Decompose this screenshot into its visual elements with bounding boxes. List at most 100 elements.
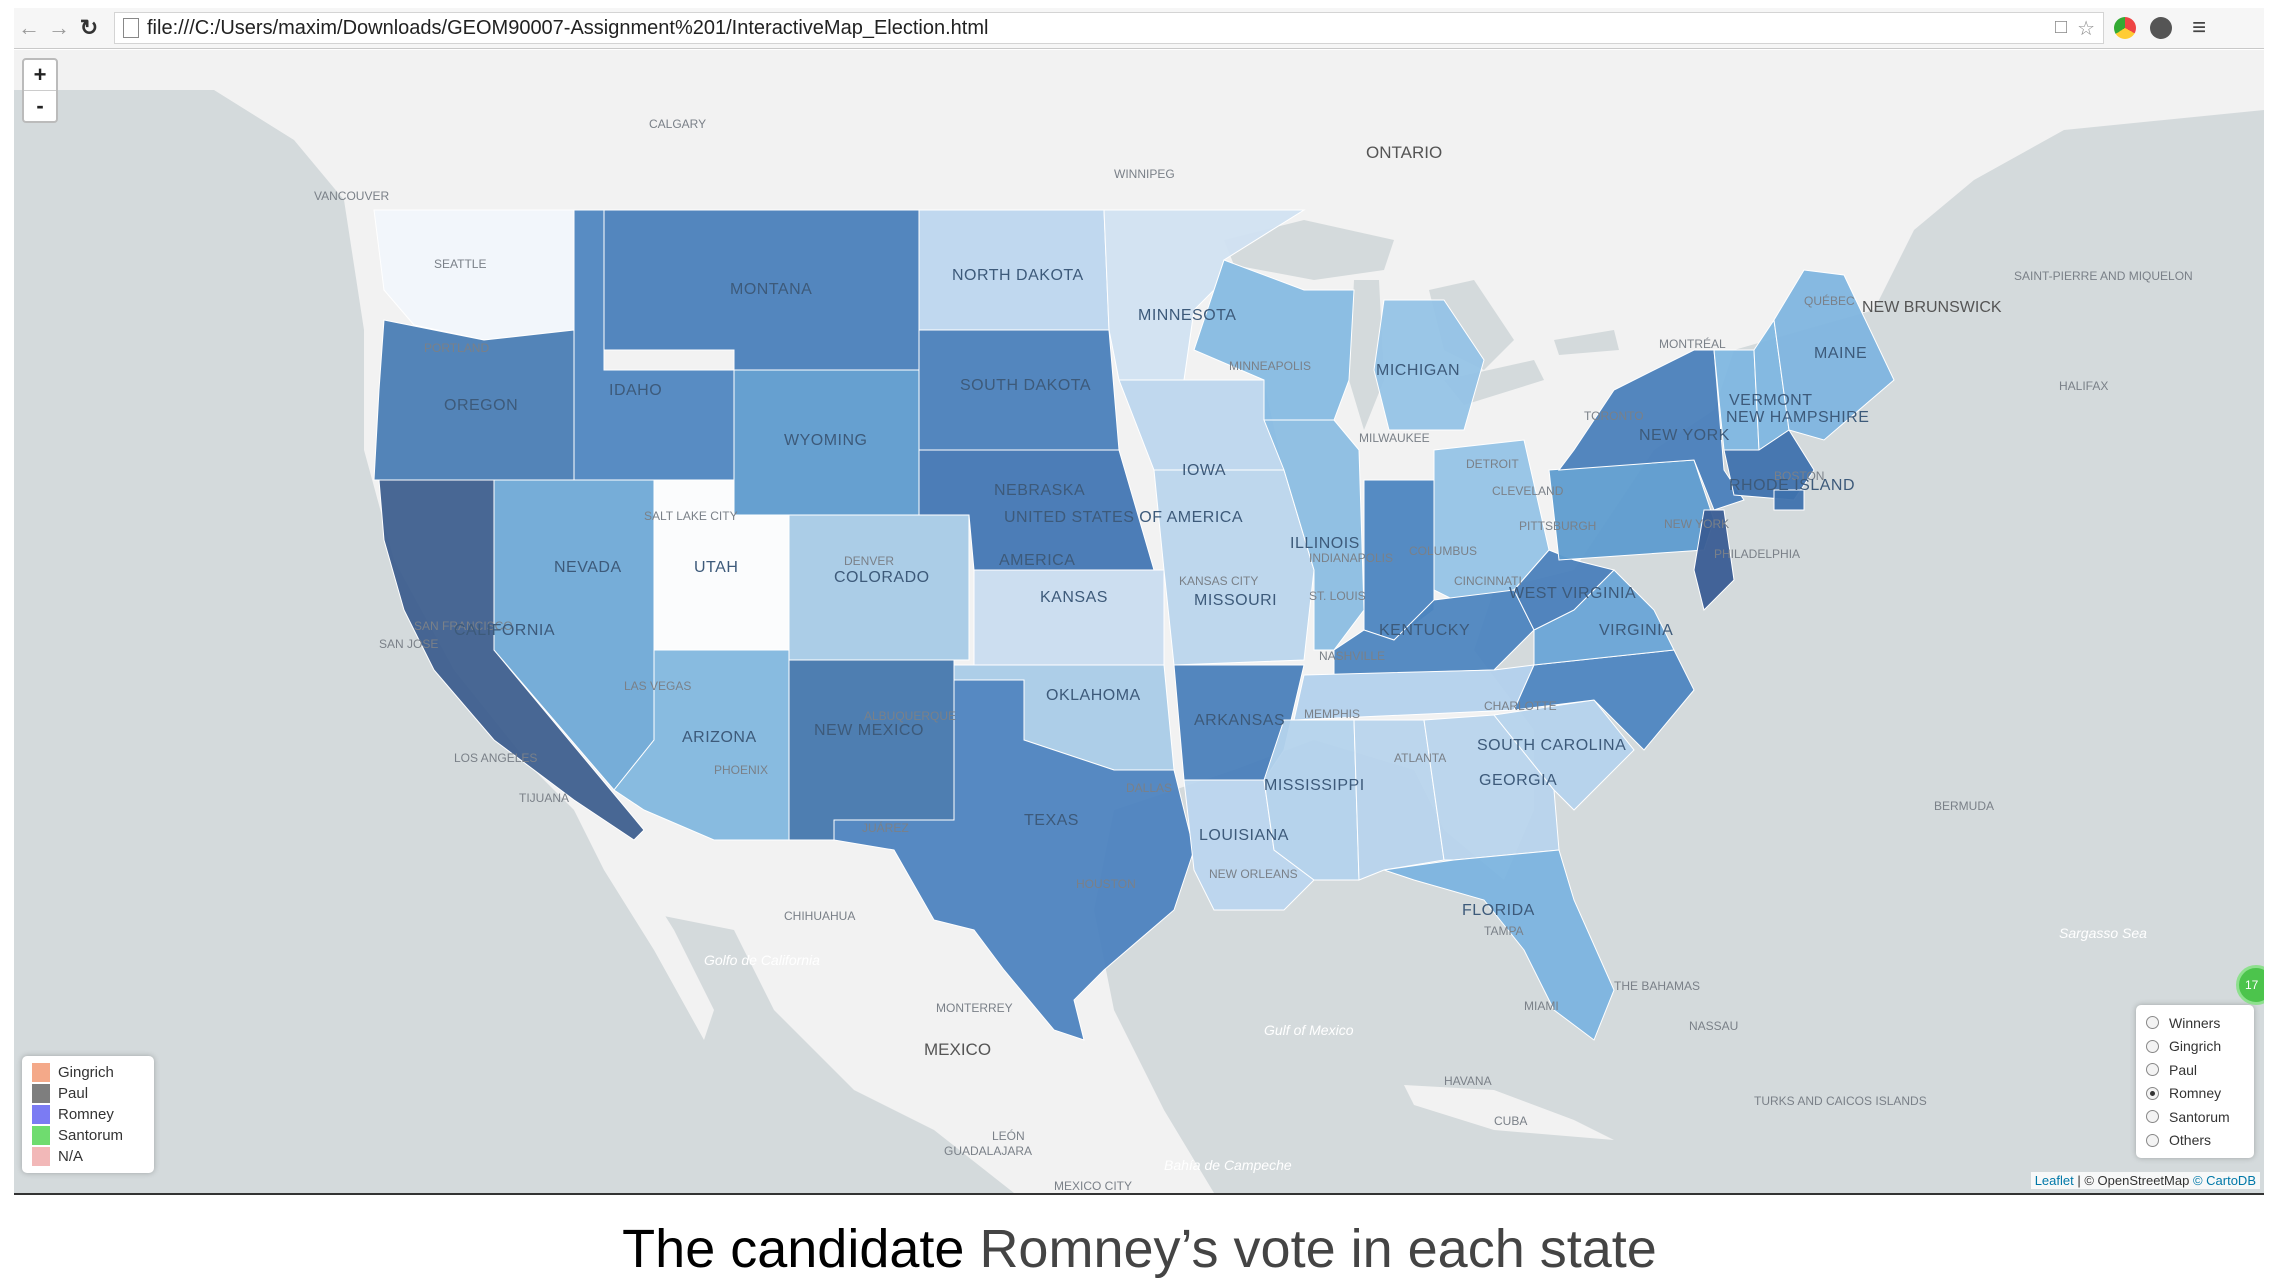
- label-tijuana: TIJUANA: [519, 791, 569, 805]
- label-philadelphia: PHILADELPHIA: [1714, 547, 1800, 561]
- forward-arrow-icon[interactable]: →: [48, 15, 70, 40]
- radio-button[interactable]: [2146, 1086, 2159, 1100]
- radio-button[interactable]: [2146, 1016, 2159, 1030]
- reload-icon[interactable]: ↻: [79, 15, 99, 40]
- label-sargasso: Sargasso Sea: [2059, 925, 2147, 941]
- star-icon[interactable]: ☆: [2077, 17, 2095, 40]
- leaflet-link[interactable]: Leaflet: [2034, 1173, 2074, 1188]
- layer-label: Others: [2169, 1132, 2212, 1149]
- state-label-mississippi: MISSISSIPPI: [1264, 777, 1365, 794]
- state-massachusetts[interactable]: [1723, 429, 1815, 501]
- state-label-new-mexico: NEW MEXICO: [814, 722, 924, 739]
- layer-option[interactable]: Paul: [2146, 1058, 2254, 1082]
- state-kansas[interactable]: [973, 569, 1165, 666]
- state-label-maine: MAINE: [1814, 345, 1867, 362]
- legend-label: N/A: [58, 1148, 84, 1165]
- layer-option[interactable]: Gingrich: [2146, 1035, 2254, 1059]
- label-gulf-mexico: Gulf of Mexico: [1264, 1022, 1354, 1038]
- legend-swatch: [32, 1063, 50, 1082]
- state-florida[interactable]: [1383, 849, 1615, 1041]
- state-texas[interactable]: [833, 679, 1195, 1041]
- label-vancouver: VANCOUVER: [314, 189, 389, 203]
- label-portland: PORTLAND: [424, 341, 489, 355]
- browser-toolbar: ← → ↻ file:///C:/Users/maxim/Downloads/G…: [14, 8, 2264, 49]
- extension-icon[interactable]: [2114, 17, 2136, 39]
- label-chihuahua: CHIHUAHUA: [784, 909, 855, 923]
- label-guadalajara: GUADALAJARA: [944, 1144, 1032, 1158]
- state-label-rhode-island: RHODE ISLAND: [1729, 477, 1855, 494]
- state-rhode-island[interactable]: [1773, 489, 1805, 511]
- layer-option[interactable]: Romney: [2146, 1082, 2254, 1106]
- label-boston: BOSTON: [1774, 469, 1824, 483]
- state-minnesota[interactable]: [1103, 209, 1306, 381]
- hamburger-menu-icon[interactable]: ≡: [2192, 14, 2207, 41]
- state-label-kansas: KANSAS: [1040, 589, 1108, 606]
- state-label-iowa: IOWA: [1182, 462, 1226, 479]
- layer-option[interactable]: Others: [2146, 1129, 2254, 1153]
- state-west-virginia[interactable]: [1513, 549, 1615, 631]
- state-missouri[interactable]: [1153, 469, 1315, 666]
- legend-label: Gingrich: [58, 1064, 114, 1081]
- state-label-oklahoma: OKLAHOMA: [1046, 687, 1141, 704]
- label-new-brunswick: NEW BRUNSWICK: [1862, 299, 2002, 316]
- state-new-mexico[interactable]: [788, 659, 955, 841]
- layer-option[interactable]: Winners: [2146, 1011, 2254, 1035]
- zoom-control: + -: [22, 58, 58, 123]
- label-albuquerque: ALBUQUERQUE: [864, 709, 956, 723]
- legend-swatch: [32, 1147, 50, 1166]
- badge-marker[interactable]: 17: [2236, 965, 2264, 1005]
- state-label-utah: UTAH: [694, 559, 738, 576]
- label-cuba: CUBA: [1494, 1114, 1527, 1128]
- label-houston: HOUSTON: [1076, 877, 1136, 891]
- label-leon: LEÓN: [992, 1128, 1025, 1143]
- state-label-minnesota: MINNESOTA: [1138, 307, 1236, 324]
- legend-item: Paul: [32, 1083, 154, 1104]
- legend-swatch: [32, 1084, 50, 1103]
- radio-button[interactable]: [2146, 1039, 2159, 1053]
- label-cincinnati: CINCINNATI: [1454, 574, 1522, 588]
- state-michigan[interactable]: [1373, 299, 1485, 431]
- url-text: file:///C:/Users/maxim/Downloads/GEOM900…: [147, 16, 989, 39]
- state-label-virginia: VIRGINIA: [1599, 622, 1673, 639]
- label-mexico: MEXICO: [924, 1040, 991, 1059]
- state-label-louisiana: LOUISIANA: [1199, 827, 1289, 844]
- state-colorado[interactable]: [788, 514, 970, 661]
- label-bahamas: THE BAHAMAS: [1614, 979, 1700, 993]
- legend-item: Romney: [32, 1104, 154, 1125]
- state-label-florida: FLORIDA: [1462, 902, 1535, 919]
- account-icon[interactable]: [2150, 17, 2172, 39]
- caption-lead: The candidate: [622, 1219, 965, 1279]
- label-phoenix: PHOENIX: [714, 763, 768, 777]
- back-arrow-icon[interactable]: ←: [18, 15, 40, 40]
- state-pennsylvania[interactable]: [1548, 459, 1715, 561]
- translate-icon[interactable]: □: [2054, 15, 2068, 38]
- state-label-texas: TEXAS: [1024, 812, 1079, 829]
- label-havana: HAVANA: [1444, 1074, 1492, 1088]
- state-label-missouri: MISSOURI: [1194, 592, 1277, 609]
- label-nyc: NEW YORK: [1664, 517, 1729, 531]
- state-label-montana: MONTANA: [730, 281, 812, 298]
- figure-caption: The candidate Romney’s vote in each stat…: [0, 1218, 2279, 1280]
- state-label-colorado: COLORADO: [834, 569, 930, 586]
- label-nashville: NASHVILLE: [1319, 649, 1385, 663]
- state-new-jersey[interactable]: [1693, 509, 1735, 611]
- label-columbus: COLUMBUS: [1409, 544, 1477, 558]
- label-golfo-california: Golfo de California: [704, 952, 820, 968]
- label-st-louis: ST. LOUIS: [1309, 589, 1366, 603]
- map-view[interactable]: CALGARY WINNIPEG ONTARIO VANCOUVER MONTR…: [14, 50, 2264, 1193]
- address-bar[interactable]: file:///C:/Users/maxim/Downloads/GEOM900…: [114, 12, 2104, 44]
- state-alabama[interactable]: [1353, 719, 1445, 881]
- state-label-idaho: IDAHO: [609, 382, 662, 399]
- lake-superior: [1224, 220, 1394, 280]
- zoom-in-button[interactable]: +: [24, 60, 56, 91]
- radio-button[interactable]: [2146, 1133, 2159, 1147]
- state-label-california: CALIFORNIA: [454, 622, 555, 639]
- zoom-out-button[interactable]: -: [36, 93, 44, 118]
- layer-option[interactable]: Santorum: [2146, 1105, 2254, 1129]
- state-labels: MONTANA NORTH DAKOTA MINNESOTA IDAHO ORE…: [444, 267, 1869, 919]
- label-seattle: SEATTLE: [434, 257, 486, 271]
- label-new-orleans: NEW ORLEANS: [1209, 867, 1298, 881]
- carto-link[interactable]: © CartoDB: [2192, 1173, 2256, 1188]
- radio-button[interactable]: [2146, 1110, 2159, 1124]
- radio-button[interactable]: [2146, 1063, 2159, 1077]
